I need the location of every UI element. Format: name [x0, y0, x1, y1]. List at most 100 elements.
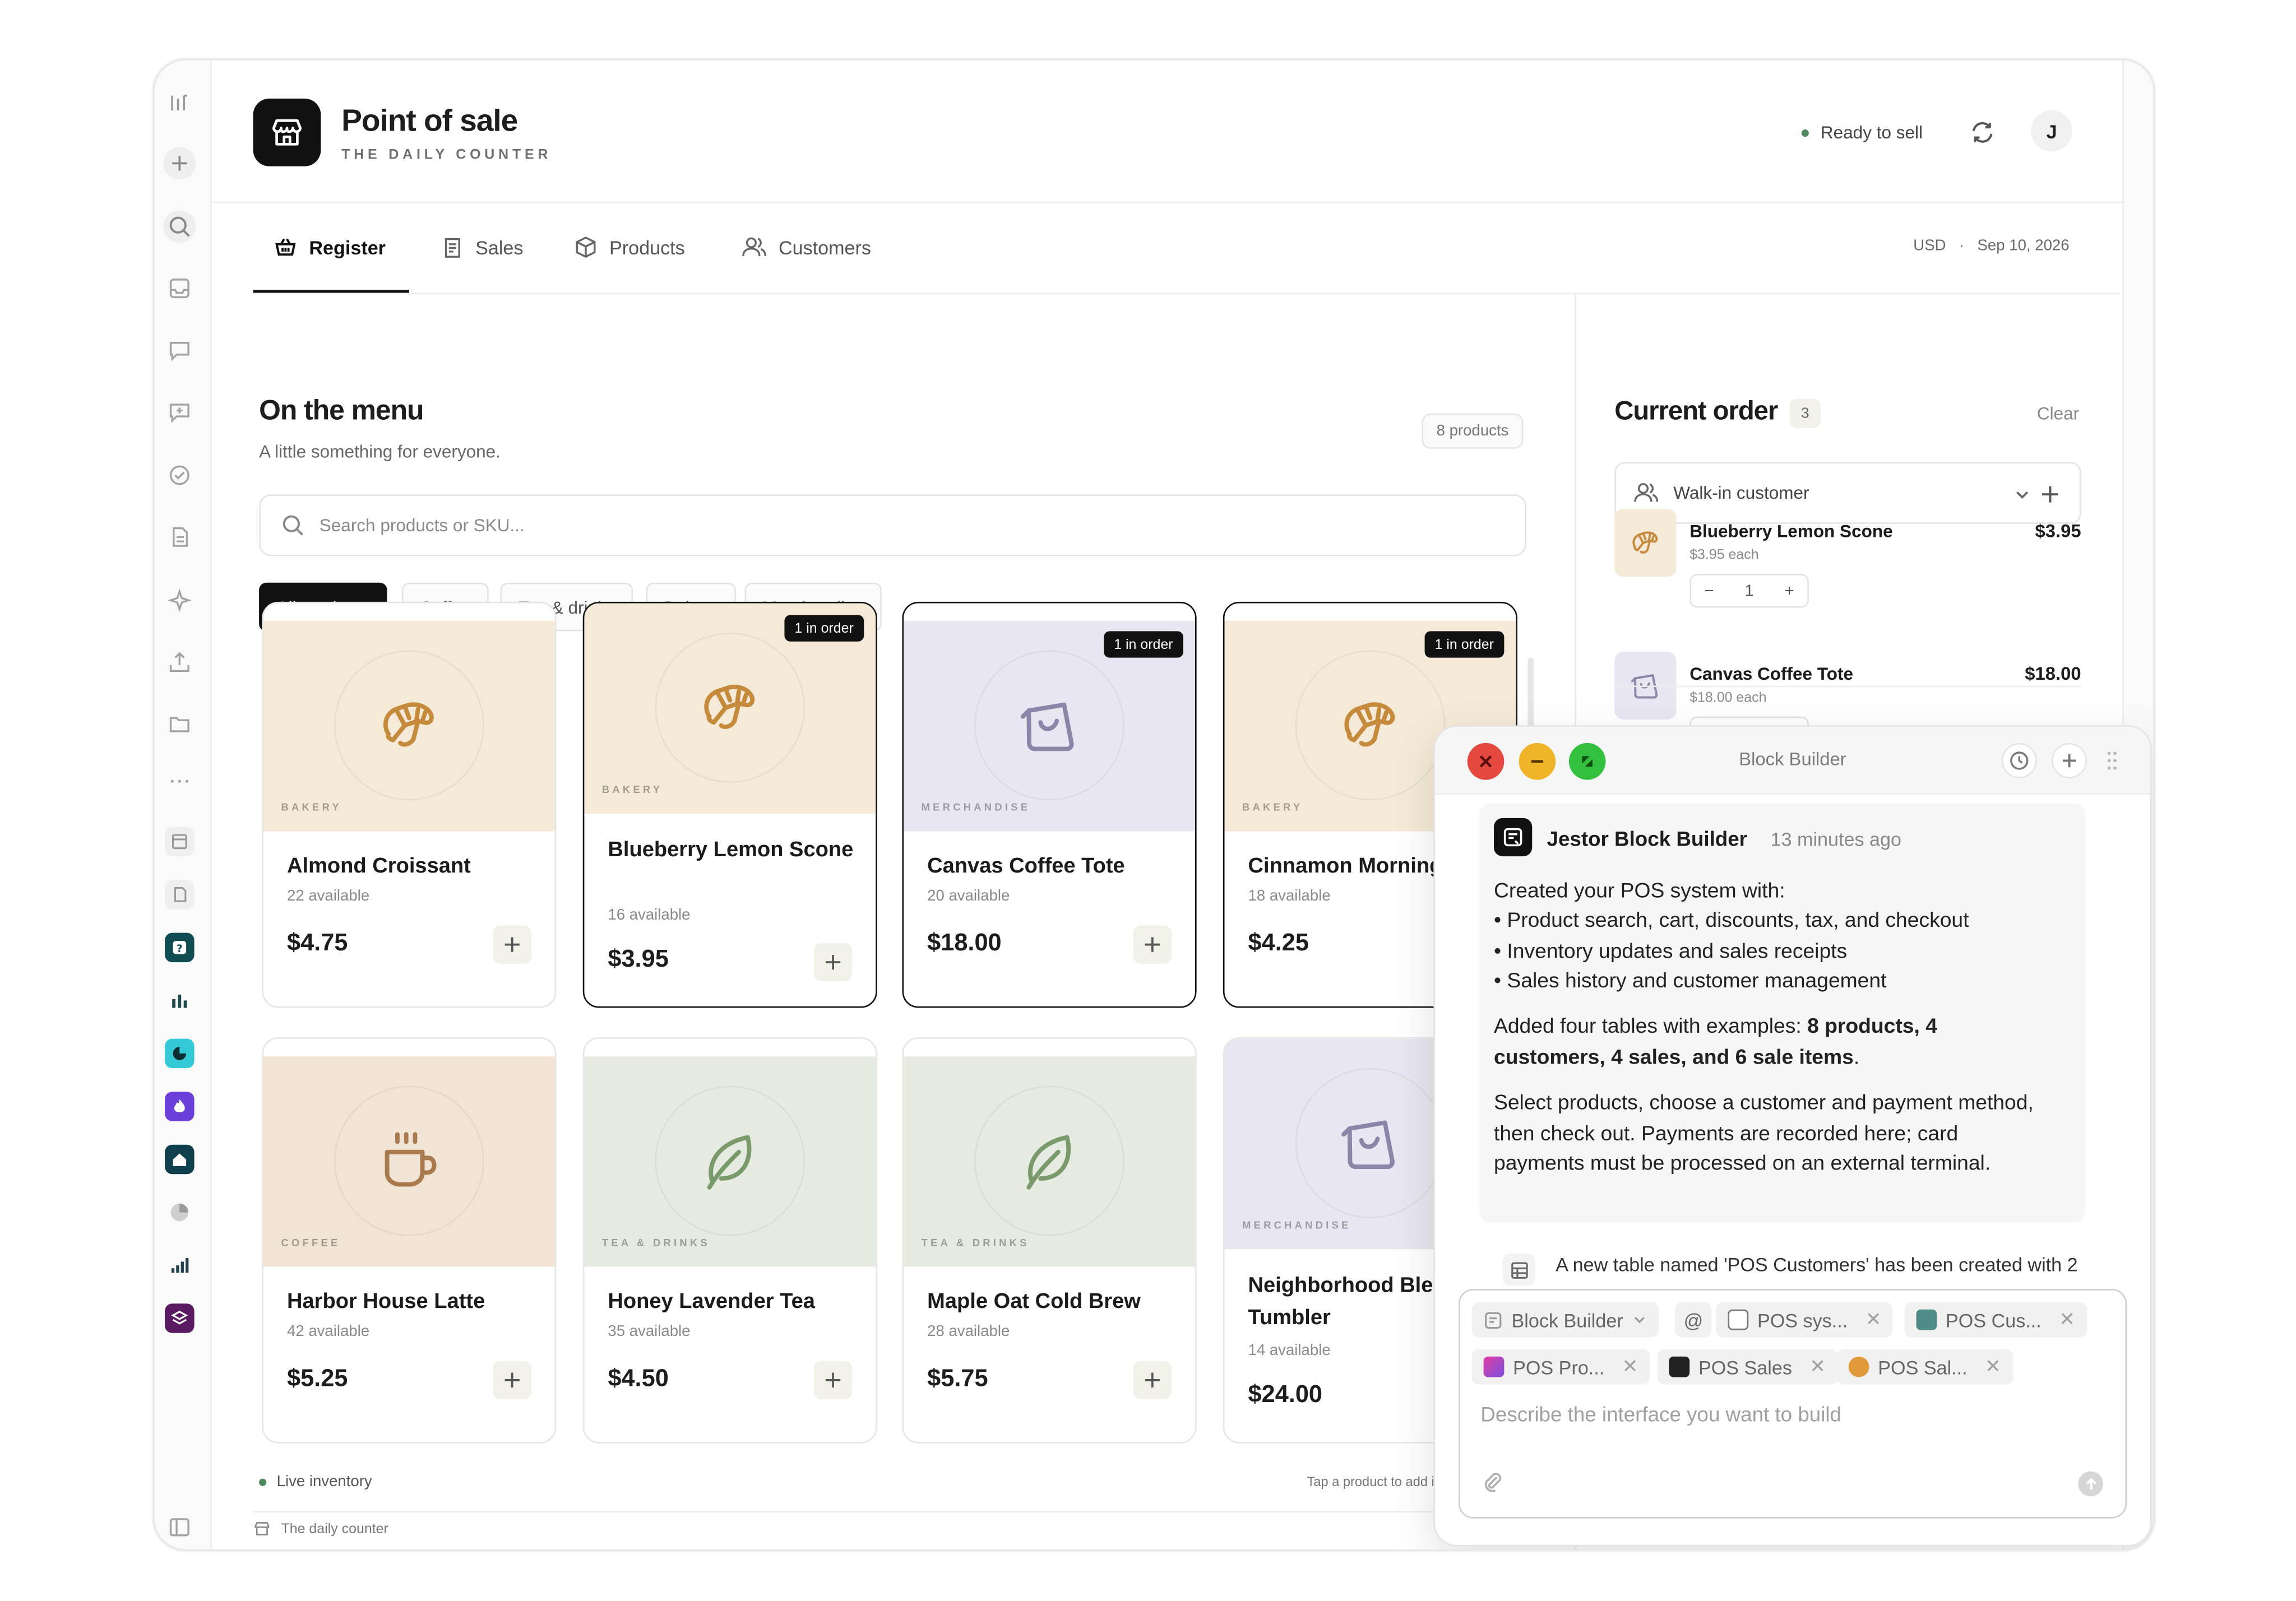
check-circle-icon[interactable]: [163, 459, 196, 491]
app-help-icon[interactable]: ?: [165, 932, 195, 963]
upload-icon[interactable]: [163, 646, 196, 679]
add-to-order-button[interactable]: [493, 925, 531, 964]
chevron-down-icon[interactable]: [2013, 485, 2031, 503]
folder-icon[interactable]: [163, 708, 196, 740]
app-pie-icon[interactable]: [165, 1038, 195, 1069]
remove-tag-icon[interactable]: ✕: [1865, 1308, 1882, 1330]
block-builder-panel: Block Builder Jestor Block Builder 13 mi…: [1433, 725, 2152, 1547]
product-search[interactable]: Search products or SKU...: [259, 494, 1526, 556]
product-name: Blueberry Lemon Scone: [608, 838, 854, 862]
footer-brand: The daily counter: [253, 1520, 388, 1538]
assistant-message: Jestor Block Builder 13 minutes ago Crea…: [1479, 803, 2086, 1223]
remove-tag-icon[interactable]: ✕: [1809, 1355, 1826, 1377]
sidebar-toggle-icon[interactable]: [163, 1511, 196, 1543]
product-availability: 35 available: [608, 1322, 691, 1340]
add-to-order-button[interactable]: [1133, 925, 1172, 964]
new-chat-icon[interactable]: [2052, 743, 2087, 778]
tab-sales[interactable]: Sales: [442, 231, 523, 263]
add-customer-icon[interactable]: [2040, 484, 2061, 505]
drag-handle-icon[interactable]: [2106, 749, 2118, 772]
product-card[interactable]: BAKERY 1 in order Blueberry Lemon Scone …: [582, 601, 877, 1008]
bullet-item: Product search, cart, discounts, tax, an…: [1494, 906, 2053, 936]
tag-label: POS Sal...: [1878, 1356, 1968, 1378]
tabs-divider: [253, 293, 2119, 295]
app-bar-chart-icon[interactable]: [165, 986, 195, 1015]
order-line-total: $3.95: [2035, 521, 2081, 542]
minimize-icon[interactable]: [1519, 743, 1556, 780]
quantity-stepper[interactable]: − 1 +: [1689, 573, 1809, 608]
table-context-icon: [1728, 1309, 1749, 1330]
remove-tag-icon[interactable]: ✕: [2059, 1308, 2075, 1330]
product-icon-ring: [1295, 650, 1446, 801]
prompt-input[interactable]: Describe the interface you want to build: [1480, 1402, 1841, 1426]
message-time: 13 minutes ago: [1770, 828, 1902, 851]
product-card[interactable]: TEA & DRINKS Honey Lavender Tea 35 avail…: [582, 1037, 877, 1444]
more-icon[interactable]: [163, 765, 196, 797]
decrement-icon[interactable]: −: [1704, 582, 1714, 600]
add-to-order-button[interactable]: [1133, 1361, 1172, 1399]
plus-icon: [504, 1372, 520, 1387]
increment-icon[interactable]: +: [1784, 582, 1794, 600]
add-to-order-button[interactable]: [813, 943, 853, 982]
order-line-each: $3.95 each: [1689, 547, 1759, 564]
product-card[interactable]: MERCHANDISE 1 in order Canvas Coffee Tot…: [902, 601, 1197, 1008]
user-avatar[interactable]: J: [2031, 110, 2072, 152]
tab-register[interactable]: Register: [274, 231, 386, 263]
table-context-icon: [1483, 1356, 1505, 1377]
history-icon[interactable]: [2001, 743, 2037, 778]
context-tag-pos-sales[interactable]: POS Sales ✕: [1657, 1349, 1838, 1385]
add-comment-icon[interactable]: [163, 396, 196, 428]
users-icon: [1634, 483, 1659, 502]
receipt-icon: [445, 237, 460, 257]
order-line-name: Canvas Coffee Tote: [1689, 663, 1853, 684]
context-tag-pos-customers[interactable]: POS Cus... ✕: [1904, 1302, 2087, 1338]
add-icon[interactable]: [163, 147, 196, 180]
close-icon[interactable]: [1467, 743, 1505, 780]
app-gray-pie-icon[interactable]: [165, 1198, 195, 1227]
context-tag-pos-products[interactable]: POS Pro... ✕: [1471, 1349, 1650, 1385]
prompt-composer[interactable]: Block Builder @ POS sys... ✕ POS Cus... ✕ …: [1458, 1289, 2127, 1519]
product-category: BAKERY: [1242, 803, 1303, 814]
app-signal-icon[interactable]: [165, 1251, 195, 1280]
mention-button[interactable]: @: [1674, 1302, 1712, 1338]
app-docs-icon[interactable]: [165, 880, 195, 909]
product-card[interactable]: COFFEE Harbor House Latte 42 available $…: [262, 1037, 557, 1444]
leaf-icon: [695, 1126, 765, 1196]
remove-tag-icon[interactable]: ✕: [1622, 1355, 1638, 1377]
context-tag-pos-system[interactable]: POS sys... ✕: [1716, 1302, 1894, 1338]
maximize-icon[interactable]: [1568, 743, 1606, 780]
tab-customers[interactable]: Customers: [742, 231, 871, 263]
mode-selector[interactable]: Block Builder: [1471, 1302, 1659, 1338]
sparkle-icon[interactable]: [163, 584, 196, 616]
inbox-icon[interactable]: [163, 272, 196, 305]
tab-label: Products: [609, 236, 685, 258]
add-to-order-button[interactable]: [813, 1361, 853, 1399]
product-availability: 16 available: [608, 906, 691, 924]
chat-icon[interactable]: [163, 334, 196, 366]
workspace-logo-icon[interactable]: [163, 87, 196, 119]
send-icon[interactable]: [2078, 1471, 2103, 1497]
product-card[interactable]: TEA & DRINKS Maple Oat Cold Brew 28 avai…: [902, 1037, 1197, 1444]
attach-icon[interactable]: [1480, 1470, 1504, 1493]
app-calendar-icon[interactable]: [165, 827, 195, 857]
product-category: TEA & DRINKS: [921, 1238, 1030, 1250]
message-instructions: Select products, choose a customer and p…: [1493, 1092, 2034, 1176]
currency: USD: [1913, 236, 1946, 255]
customer-select[interactable]: Walk-in customer: [1614, 462, 2081, 524]
context-tag-pos-sale-items[interactable]: POS Sal... ✕: [1836, 1349, 2013, 1385]
document-icon[interactable]: [163, 521, 196, 553]
product-card[interactable]: BAKERY Almond Croissant 22 available $4.…: [262, 601, 557, 1008]
brand-label: The daily counter: [281, 1520, 388, 1537]
remove-tag-icon[interactable]: ✕: [1985, 1355, 2001, 1377]
order-line-each: $18.00 each: [1689, 690, 1767, 707]
app-home-icon[interactable]: [165, 1144, 195, 1175]
search-input[interactable]: Search products or SKU...: [319, 514, 525, 536]
refresh-icon[interactable]: [1969, 119, 1996, 146]
search-icon[interactable]: [163, 210, 196, 243]
add-to-order-button[interactable]: [493, 1361, 531, 1399]
plus-icon: [1145, 937, 1160, 952]
app-layers-icon[interactable]: [165, 1303, 195, 1333]
app-fire-icon[interactable]: [165, 1092, 195, 1121]
clear-order-button[interactable]: Clear: [2036, 403, 2080, 424]
tab-products[interactable]: Products: [574, 231, 685, 263]
